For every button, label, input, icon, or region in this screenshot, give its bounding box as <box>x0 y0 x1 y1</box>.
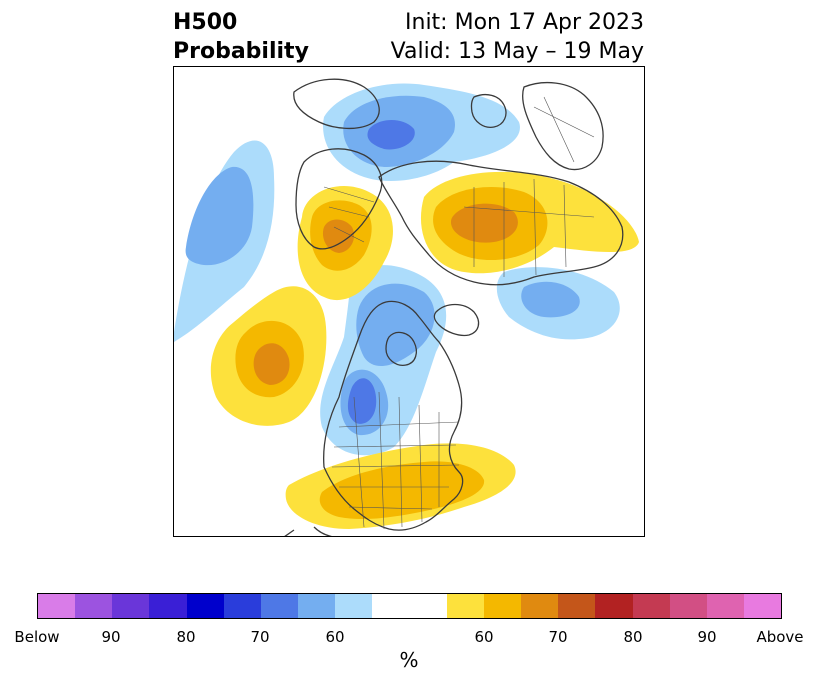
colorbar-swatch <box>632 594 670 618</box>
colorbar-swatch <box>186 594 224 618</box>
colorbar-tick-label: 60 <box>325 628 345 646</box>
colorbar-swatch <box>521 594 559 618</box>
colorbar-tick-label: 70 <box>548 628 568 646</box>
field-name: H500 <box>173 10 238 35</box>
gulf-of-alaska-pacific-below <box>174 140 275 342</box>
colorbar-swatch <box>409 594 447 618</box>
colorbar-swatch <box>260 594 299 618</box>
colorbar-swatch <box>446 594 484 618</box>
eastern-arctic-greenland-below <box>323 83 520 182</box>
colorbar-swatch <box>149 594 187 618</box>
valid-range: Valid: 13 May – 19 May <box>390 39 644 64</box>
eastern-siberia-above <box>420 171 639 274</box>
colorbar-tick-label: 90 <box>101 628 121 646</box>
colorbar-swatch <box>743 594 782 618</box>
colorbar-swatch <box>38 594 76 618</box>
init-date: Init: Mon 17 Apr 2023 <box>405 10 644 35</box>
colorbar-tick-label: Below <box>14 628 60 646</box>
northern-russia-below <box>496 267 620 340</box>
colorbar-tick-label: 60 <box>474 628 494 646</box>
colorbar-tick-label: 90 <box>697 628 717 646</box>
colorbar-swatch <box>595 594 633 618</box>
colorbar-swatch <box>558 594 596 618</box>
map-title: H500 Probability <box>173 8 309 66</box>
colorbar-tick-label: 80 <box>176 628 196 646</box>
probability-colorbar <box>37 593 782 619</box>
coastlines <box>284 78 624 536</box>
map-canvas <box>174 78 639 536</box>
colorbar-swatch <box>372 594 410 618</box>
north-pacific-above <box>210 286 327 426</box>
political-borders <box>323 96 595 530</box>
colorbar-swatch <box>706 594 744 618</box>
forecast-dates: Init: Mon 17 Apr 2023 Valid: 13 May – 19… <box>391 8 644 66</box>
colorbar-swatch <box>112 594 150 618</box>
colorbar-tick-label: Above <box>756 628 804 646</box>
product-name: Probability <box>173 39 309 64</box>
colorbar-tick-label: 70 <box>250 628 270 646</box>
colorbar-swatch <box>298 594 336 618</box>
colorbar-units: % <box>399 648 419 672</box>
colorbar-swatch <box>75 594 113 618</box>
colorbar-swatch <box>223 594 261 618</box>
colorbar-tick-label: 80 <box>623 628 643 646</box>
colorbar-swatch <box>335 594 373 618</box>
colorbar-swatch <box>669 594 707 618</box>
colorbar-swatch <box>483 594 522 618</box>
probability-map <box>173 66 645 537</box>
